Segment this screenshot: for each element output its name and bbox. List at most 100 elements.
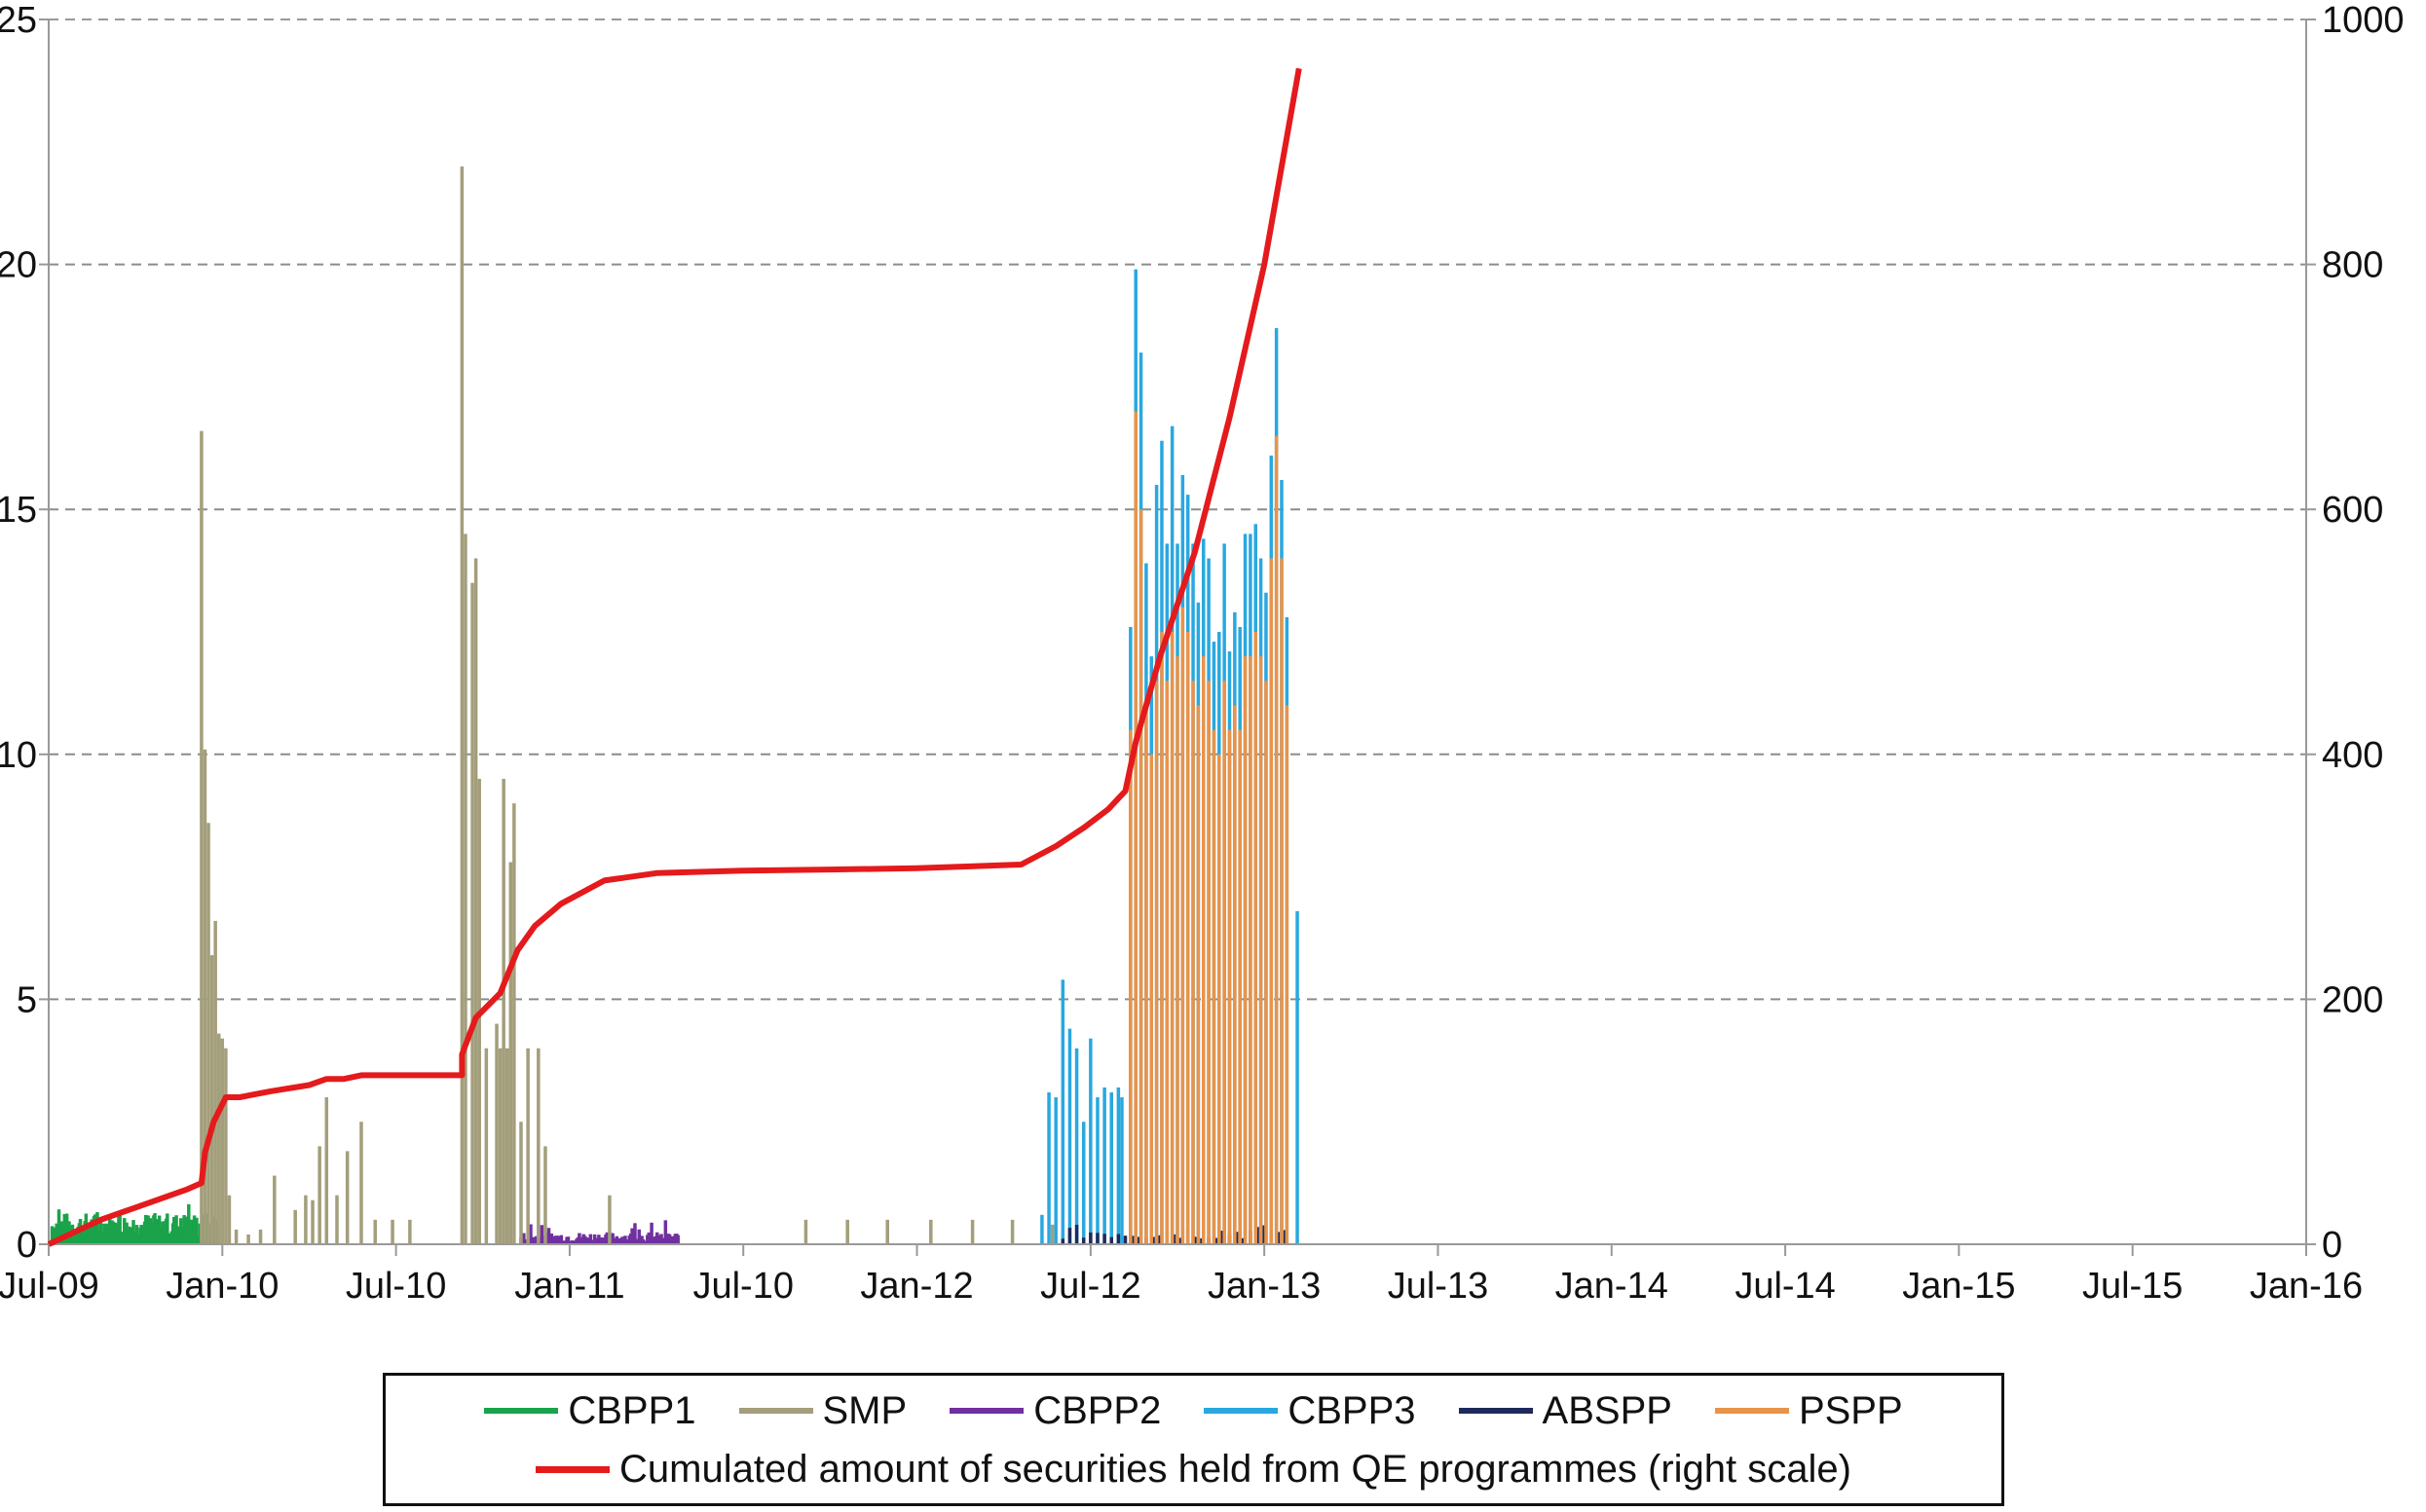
legend-item: CBPP1 [484, 1389, 696, 1433]
smp-bar [311, 1199, 315, 1244]
cbpp2-bar [633, 1223, 637, 1244]
legend-swatch [1714, 1408, 1789, 1414]
x-tick-label: Jul-14 [1735, 1266, 1836, 1307]
pspp-bar [1129, 729, 1133, 1244]
legend: CBPP1 SMP CBPP2 CBPP3 ABSPP PSPP Cumulated am… [383, 1373, 2004, 1506]
cbpp1-bar [81, 1227, 85, 1244]
cbpp2-bar [597, 1235, 601, 1244]
y-left-tick-label: 25 [0, 0, 37, 41]
cbpp1-bar [195, 1217, 199, 1244]
pspp-bar [1274, 435, 1279, 1245]
cbpp1-bar [208, 1224, 212, 1244]
x-tick-label: Jul-09 [0, 1266, 99, 1307]
x-tick-label: Jul-12 [1040, 1266, 1141, 1307]
smp-bar [1010, 1219, 1015, 1244]
abspp-bar [1158, 1235, 1162, 1244]
pspp-bar [1134, 411, 1138, 1244]
x-tick-label: Jan-11 [514, 1266, 624, 1307]
pspp-bar [1180, 607, 1185, 1244]
abspp-bar [1255, 1227, 1259, 1244]
abspp-bar [1234, 1232, 1239, 1244]
y-right-tick-label: 400 [2322, 735, 2383, 776]
legend-label: SMP [822, 1388, 908, 1432]
abspp-bar [1109, 1236, 1113, 1244]
cbpp1-bar [99, 1232, 104, 1244]
smp-bar [206, 823, 210, 1244]
y-left-tick-label: 10 [0, 735, 37, 776]
legend-row-2: Cumulated amount of securities held from… [386, 1440, 2001, 1498]
y-right-tick-label: 0 [2322, 1225, 2342, 1266]
cbpp3-bar [1047, 1092, 1051, 1244]
smp-bar [391, 1219, 394, 1244]
legend-swatch [738, 1408, 813, 1414]
abspp-bar [1242, 1237, 1246, 1244]
abspp-bar [1178, 1237, 1183, 1244]
abspp-bar [1193, 1236, 1197, 1244]
smp-bar [317, 1146, 321, 1244]
pspp-bar [1149, 754, 1154, 1244]
pspp-bar [1144, 705, 1148, 1244]
axes [39, 18, 2316, 1256]
cbpp3-bar [1116, 1087, 1121, 1244]
smp-bar [460, 166, 465, 1245]
cbpp1-bar [190, 1219, 195, 1244]
abspp-bar [1130, 1235, 1135, 1244]
smp-bar [234, 1229, 239, 1244]
smp-bar [498, 1048, 503, 1244]
smp-bar [408, 1219, 412, 1244]
pspp-bar [1160, 632, 1164, 1244]
cbpp1-bar [118, 1213, 122, 1244]
legend-swatch [1204, 1408, 1279, 1414]
cbpp1-bar [53, 1227, 56, 1244]
y-left-tick-label: 5 [17, 979, 37, 1020]
legend-label: Cumulated amount of securities held from… [619, 1447, 1851, 1491]
y-left-tick-label: 15 [0, 490, 37, 531]
smp-bar [508, 862, 513, 1244]
cbpp1-bar [95, 1212, 99, 1244]
y-right-tick-label: 1000 [2322, 0, 2405, 41]
smp-bar [1050, 1224, 1055, 1244]
legend-item: PSPP [1714, 1389, 1903, 1433]
legend-item: Cumulated amount of securities held from… [536, 1448, 1851, 1492]
cbpp3-bar [1040, 1214, 1044, 1244]
cbpp1-bar [157, 1215, 162, 1244]
smp-bar [502, 778, 505, 1244]
abspp-bar [1102, 1234, 1106, 1244]
smp-bar [220, 1038, 225, 1244]
smp-bar [335, 1195, 339, 1244]
pspp-bar [1269, 558, 1274, 1244]
x-tick-label: Jul-10 [692, 1266, 794, 1307]
pspp-bar [1253, 632, 1257, 1244]
pspp-bar [1264, 681, 1268, 1244]
x-tick-label: Jul-15 [2082, 1266, 2183, 1307]
cbpp1-bar [162, 1221, 167, 1244]
cbpp1-bar [140, 1225, 145, 1244]
legend-swatch [484, 1408, 559, 1414]
smp-bar [203, 749, 207, 1244]
cbpp3-bar [1120, 1097, 1124, 1244]
cbpp2-bar [676, 1235, 680, 1244]
abspp-bar [1283, 1230, 1288, 1244]
smp-bar [504, 1048, 509, 1244]
x-tick-label: Jul-13 [1388, 1266, 1489, 1307]
legend-row-1: CBPP1 SMP CBPP2 CBPP3 ABSPP PSPP [386, 1382, 2001, 1440]
y-left-tick-label: 0 [17, 1225, 37, 1266]
legend-item: CBPP2 [950, 1389, 1161, 1433]
cbpp2-bar [594, 1237, 598, 1244]
y-right-tick-label: 200 [2322, 979, 2383, 1020]
abspp-bar [1151, 1236, 1155, 1244]
smp-bar [224, 1048, 228, 1244]
pspp-bar [1191, 681, 1195, 1244]
x-tick-label: Jan-12 [860, 1266, 973, 1307]
pspp-bar [1258, 656, 1263, 1244]
cbpp3-bar [1061, 979, 1065, 1244]
cbpp1-bar [178, 1218, 183, 1244]
cbpp3-bar [1109, 1092, 1113, 1244]
y-right-tick-label: 600 [2322, 490, 2383, 531]
x-tick-label: Jul-10 [346, 1266, 447, 1307]
pspp-bar [1185, 632, 1190, 1244]
cbpp2-bar [663, 1220, 668, 1244]
abspp-bar [1172, 1234, 1176, 1244]
pspp-bar [1154, 681, 1159, 1244]
